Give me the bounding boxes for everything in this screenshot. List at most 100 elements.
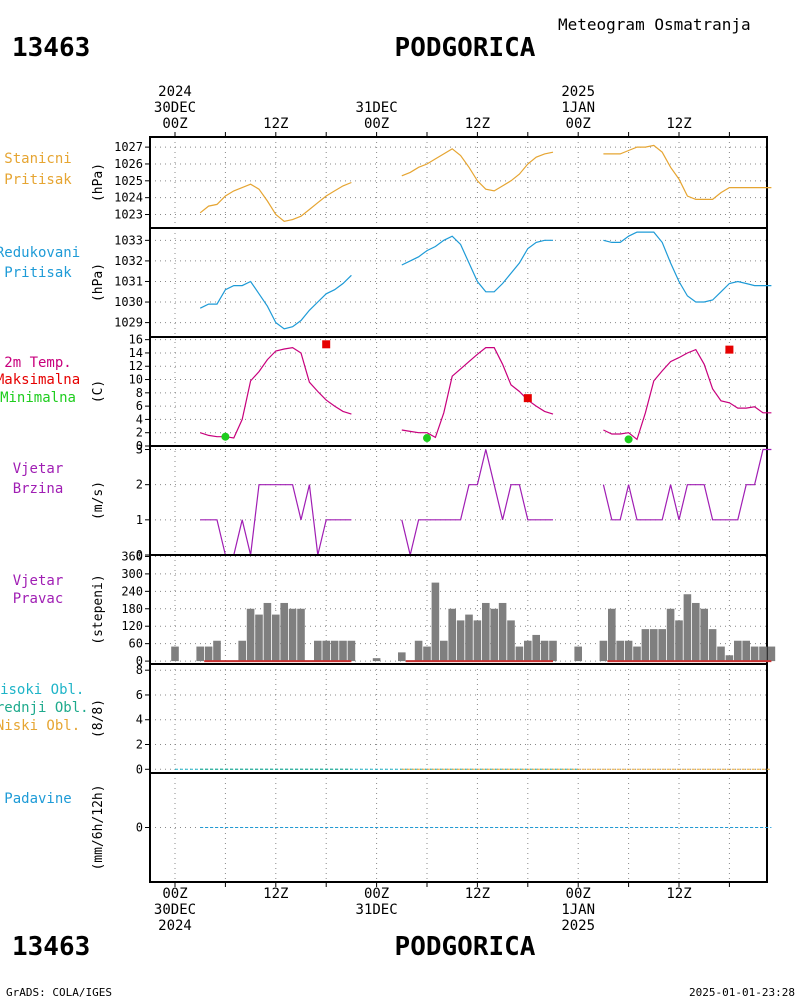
wind-direction-bar bbox=[347, 640, 356, 662]
y-tick-label: 1025 bbox=[114, 174, 143, 188]
panel-label: Redukovani bbox=[0, 245, 80, 261]
wind-direction-bar bbox=[717, 646, 725, 662]
wind-direction-bar bbox=[238, 640, 246, 662]
unit-label: (8/8) bbox=[91, 699, 106, 738]
time-axis-label: 00Z bbox=[566, 886, 591, 902]
time-axis-label: 31DEC bbox=[356, 100, 398, 116]
time-axis-label: 00Z bbox=[364, 116, 389, 132]
y-tick-label: 60 bbox=[129, 637, 143, 651]
y-tick-label: 8 bbox=[136, 663, 143, 677]
footer-credit: GrADS: COLA/IGES bbox=[6, 986, 112, 999]
wind-direction-bar bbox=[549, 640, 557, 662]
max-temp-point bbox=[322, 340, 331, 349]
y-tick-label: 1024 bbox=[114, 191, 143, 205]
panel-frame bbox=[149, 336, 768, 447]
panel-label: Minimalna bbox=[0, 390, 76, 406]
series-line bbox=[401, 148, 554, 192]
wind-direction-bar bbox=[288, 608, 297, 662]
panel-wind-speed: 0 1 2 3 (m/s) Vjetar Brzina bbox=[13, 443, 772, 562]
time-axis-label: 2024 bbox=[158, 918, 192, 934]
panel-label: Pravac bbox=[13, 591, 64, 607]
series-line bbox=[602, 448, 772, 521]
unit-label: (hPa) bbox=[91, 163, 106, 202]
panel-label: Pritisak bbox=[4, 172, 72, 188]
panel-label: Visoki Obl. bbox=[0, 682, 84, 698]
time-axis-label: 30DEC bbox=[154, 902, 196, 918]
wind-direction-bar bbox=[196, 646, 204, 662]
wind-direction-bar bbox=[683, 594, 692, 662]
y-tick-label: 4 bbox=[136, 713, 143, 727]
max-temp-point bbox=[523, 394, 532, 403]
station-name-top: PODGORICA bbox=[395, 33, 536, 63]
wind-direction-bar bbox=[171, 646, 179, 662]
time-axis-label: 00Z bbox=[162, 886, 187, 902]
y-tick-label: 1030 bbox=[114, 295, 143, 309]
station-id-bottom: 13463 bbox=[12, 932, 90, 962]
wind-direction-bar bbox=[490, 608, 498, 662]
wind-direction-bar bbox=[423, 646, 431, 662]
wind-direction-bar bbox=[255, 614, 263, 662]
y-tick-label: 0 bbox=[136, 439, 143, 453]
wind-direction-bar bbox=[263, 602, 272, 662]
wind-direction-bar bbox=[482, 602, 490, 662]
station-name-bottom: PODGORICA bbox=[395, 932, 536, 962]
panel-label: Vjetar bbox=[13, 461, 64, 477]
wind-direction-bar bbox=[524, 640, 532, 662]
series-line bbox=[401, 449, 553, 556]
wind-direction-bar bbox=[750, 646, 759, 662]
wind-direction-bar bbox=[650, 629, 658, 662]
footer-timestamp: 2025-01-01-23:28 bbox=[689, 986, 795, 999]
panel-wind-direction: 0 60 120 180 240 300 360 (stepeni) Vjetar Pravac bbox=[13, 549, 776, 668]
y-tick-label: 1032 bbox=[114, 254, 143, 268]
series-line bbox=[401, 235, 553, 293]
time-axis-label: 12Z bbox=[666, 886, 691, 902]
y-tick-label: 6 bbox=[136, 688, 143, 702]
time-axis-label: 12Z bbox=[263, 886, 288, 902]
wind-direction-bar bbox=[666, 608, 675, 662]
wind-direction-bar bbox=[448, 608, 456, 662]
panel-label: Padavine bbox=[4, 791, 71, 807]
wind-direction-bar bbox=[507, 620, 515, 662]
wind-direction-bar bbox=[658, 629, 666, 662]
time-axis-label: 12Z bbox=[263, 116, 288, 132]
wind-direction-bar bbox=[574, 646, 582, 662]
y-tick-label: 0 bbox=[136, 821, 143, 835]
y-tick-label: 0 bbox=[136, 548, 143, 562]
y-tick-label: 2 bbox=[136, 478, 143, 492]
time-axis-label: 2025 bbox=[561, 84, 595, 100]
wind-direction-bar bbox=[339, 640, 347, 662]
wind-direction-bar bbox=[725, 655, 734, 662]
series-line bbox=[603, 231, 772, 303]
time-axis-label: 31DEC bbox=[356, 902, 398, 918]
product-title: Meteogram Osmatranja bbox=[558, 15, 751, 34]
min-temp-point bbox=[624, 435, 633, 444]
wind-direction-bar bbox=[272, 614, 280, 662]
y-tick-label: 16 bbox=[129, 333, 143, 347]
series-line bbox=[199, 181, 352, 222]
panel-label: Brzina bbox=[13, 481, 64, 497]
y-tick-label: 180 bbox=[121, 602, 143, 616]
y-tick-label: 0 bbox=[136, 654, 143, 668]
panel-station-pressure: 1023 1024 1025 1026 1027 (hPa) Stanicni Pritisa… bbox=[4, 136, 772, 229]
wind-direction-bar bbox=[700, 608, 708, 662]
series-line bbox=[603, 348, 772, 441]
unit-label: (mm/6h/12h) bbox=[91, 784, 106, 870]
y-tick-label: 120 bbox=[121, 619, 143, 633]
wind-direction-bar bbox=[414, 640, 423, 662]
y-tick-label: 2 bbox=[136, 738, 143, 752]
panel-reduced-pressure: 1029 1030 1031 1032 1033 (hPa) Redukovani Priti… bbox=[0, 227, 772, 338]
wind-direction-bar bbox=[616, 640, 624, 662]
y-tick-label: 240 bbox=[121, 584, 143, 598]
panel-label: Maksimalna bbox=[0, 372, 80, 388]
y-tick-label: 8 bbox=[136, 386, 143, 400]
wind-direction-bar bbox=[473, 620, 482, 662]
wind-direction-bar bbox=[213, 640, 221, 662]
time-axis-label: 00Z bbox=[364, 886, 389, 902]
time-axis-label: 1JAN bbox=[561, 100, 595, 116]
panel-precipitation: 0 (mm/6h/12h) Padavine bbox=[4, 772, 772, 883]
wind-direction-bar bbox=[322, 640, 330, 662]
max-temp-point bbox=[725, 345, 734, 354]
wind-direction-bar bbox=[767, 646, 776, 662]
wind-direction-bar bbox=[204, 646, 213, 662]
